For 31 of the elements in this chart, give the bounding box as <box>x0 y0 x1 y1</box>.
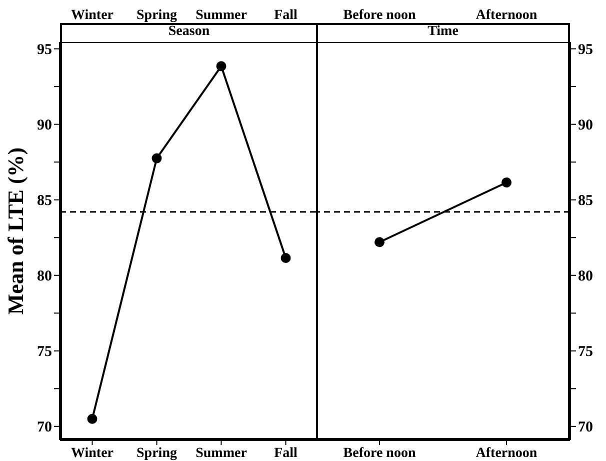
category-label: Before noon <box>343 8 416 23</box>
y-axis-title: Mean of LTE (%) <box>3 147 29 315</box>
point <box>87 414 98 424</box>
y-tick-label: 75 <box>37 344 52 360</box>
x-tick-label: Afternoon <box>476 446 538 461</box>
point <box>152 153 162 164</box>
y-tick-label: 85 <box>37 193 52 210</box>
point <box>280 252 291 263</box>
y-tick-label: 80 <box>578 268 593 285</box>
x-tick-label: Summer <box>196 446 247 461</box>
category-label: Fall <box>274 8 298 23</box>
chart-title: Season <box>60 23 318 43</box>
x-tick-label: Fall <box>274 446 298 461</box>
x-tick-label: Winter <box>70 446 114 461</box>
y-tick-label: 90 <box>37 118 52 134</box>
y-tick-label: 95 <box>37 42 52 58</box>
y-tick-label: 90 <box>578 118 593 134</box>
category-label: Spring <box>136 8 177 23</box>
y-tick-label: 70 <box>37 420 52 436</box>
y-tick-label: 70 <box>578 420 593 436</box>
category-label: Afternoon <box>476 8 538 23</box>
chart-title: Time <box>316 23 570 43</box>
y-tick-label: 80 <box>37 268 52 285</box>
y-tick-label: 95 <box>578 42 593 58</box>
point <box>216 61 226 72</box>
y-tick-label: 75 <box>578 344 593 360</box>
category-label: Summer <box>196 8 247 23</box>
category-label: Winter <box>70 8 114 23</box>
y-tick-label: 85 <box>578 193 593 210</box>
x-tick-label: Before noon <box>343 446 416 461</box>
x-tick-label: Spring <box>136 446 177 461</box>
